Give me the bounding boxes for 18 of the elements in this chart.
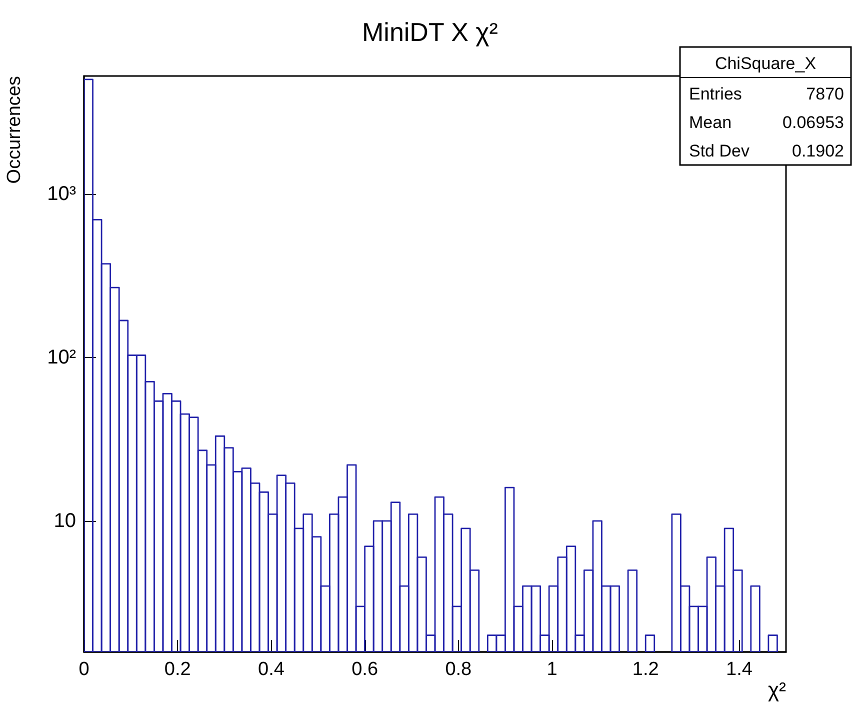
y-tick-label: 10³ <box>47 182 76 205</box>
x-tick-label: 0.6 <box>352 659 378 680</box>
text: Mean 0.06953 <box>689 112 844 132</box>
chart-title: MiniDT X χ² <box>362 17 498 47</box>
x-axis-title: χ² <box>768 679 786 702</box>
y-axis-title: Occurrences <box>4 76 25 184</box>
x-tick-label: 1 <box>546 659 558 680</box>
y-tick-label: 10² <box>47 346 76 368</box>
x-tick-label: 0.2 <box>164 659 191 680</box>
x-tick-label: 1.4 <box>726 659 753 680</box>
x-tick-label: 0.4 <box>258 659 285 680</box>
x-tick-label: 1.2 <box>632 659 659 680</box>
text: Std Dev 0.1902 <box>689 141 844 160</box>
y-tick-label: 10 <box>54 510 76 532</box>
x-tick-label: 0 <box>78 659 90 680</box>
text: ChiSquare_X <box>714 54 816 73</box>
x-tick-label: 0.8 <box>445 659 472 680</box>
text: Entries 7870 <box>689 84 844 104</box>
